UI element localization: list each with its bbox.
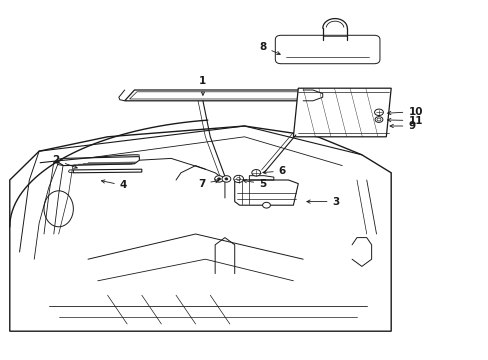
Circle shape (222, 176, 230, 182)
Polygon shape (234, 180, 298, 205)
Polygon shape (124, 90, 312, 101)
Polygon shape (73, 169, 142, 173)
Circle shape (217, 178, 220, 180)
Circle shape (233, 175, 243, 183)
Text: 11: 11 (387, 116, 422, 126)
Text: 1: 1 (199, 76, 206, 95)
FancyBboxPatch shape (275, 35, 379, 64)
Text: 4: 4 (101, 180, 127, 190)
Text: 3: 3 (306, 197, 339, 207)
Text: 8: 8 (259, 42, 280, 54)
Circle shape (374, 109, 383, 116)
Polygon shape (10, 126, 390, 331)
Text: 7: 7 (198, 179, 219, 189)
Circle shape (374, 117, 382, 122)
Circle shape (376, 118, 380, 121)
Circle shape (224, 178, 227, 180)
Text: 2: 2 (53, 155, 77, 168)
Text: 6: 6 (263, 166, 285, 176)
Polygon shape (293, 88, 390, 137)
Circle shape (214, 176, 223, 182)
Circle shape (251, 170, 260, 176)
Text: 9: 9 (389, 121, 415, 131)
Text: 10: 10 (387, 107, 422, 117)
Circle shape (236, 177, 240, 180)
Circle shape (262, 202, 270, 208)
Polygon shape (58, 157, 139, 166)
Text: 5: 5 (243, 179, 266, 189)
